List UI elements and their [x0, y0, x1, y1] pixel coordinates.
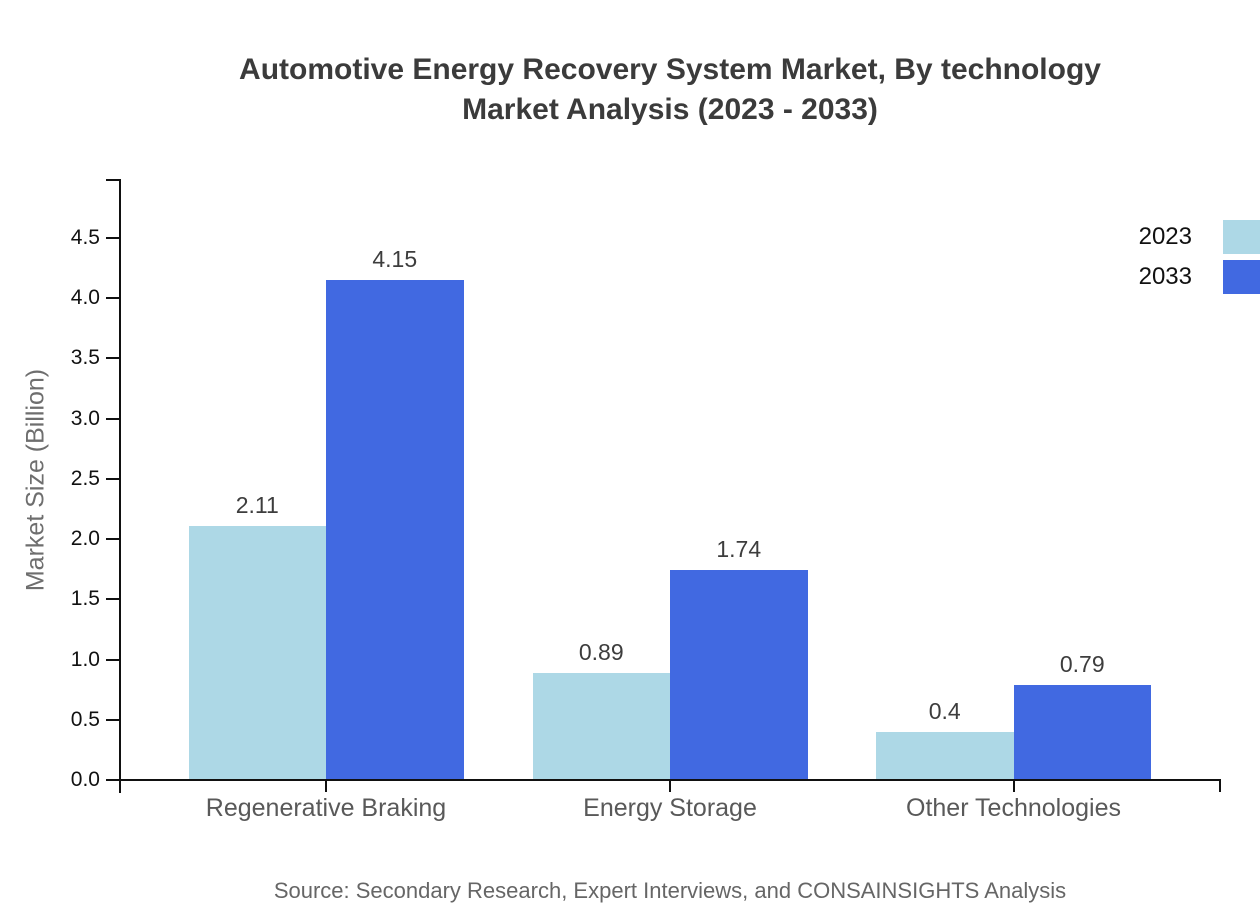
y-tick — [106, 477, 119, 480]
x-tick — [1012, 779, 1015, 792]
bar-2023-2 — [876, 731, 1014, 780]
value-label: 4.15 — [372, 246, 418, 273]
chart-title-line2: Market Analysis (2023 - 2033) — [462, 93, 878, 126]
value-label: 1.74 — [716, 536, 762, 563]
chart-title: Automotive Energy Recovery System Market… — [80, 50, 1260, 130]
source-note: Source: Secondary Research, Expert Inter… — [273, 878, 1067, 903]
y-tick-label: 2.0 — [70, 527, 100, 551]
y-tick — [106, 538, 119, 541]
y-axis-line — [119, 179, 121, 793]
legend-swatch — [1223, 260, 1260, 294]
y-axis-end-tick — [106, 179, 119, 181]
y-tick-label: 0.0 — [70, 768, 100, 791]
bar-2033-2 — [1013, 684, 1151, 780]
y-tick-label: 1.0 — [70, 647, 100, 671]
bar-2023-0 — [188, 525, 326, 780]
value-label: 0.79 — [1059, 650, 1105, 677]
y-tick-label: 4.0 — [70, 286, 100, 310]
y-tick — [106, 718, 119, 721]
y-tick — [106, 658, 119, 661]
value-label: 0.4 — [928, 697, 961, 724]
category-label: Other Technologies — [906, 794, 1121, 822]
y-tick — [106, 417, 119, 420]
y-tick-label: 0.5 — [70, 707, 100, 731]
value-label: 0.89 — [578, 638, 624, 665]
y-tick-label: 2.5 — [70, 466, 100, 490]
x-axis-end-tick — [1219, 779, 1221, 792]
y-tick-label: 1.5 — [70, 587, 100, 611]
legend-swatch — [1223, 220, 1260, 254]
bar-2033-1 — [670, 570, 808, 780]
x-tick — [325, 779, 327, 792]
bar-2023-1 — [532, 672, 670, 780]
category-label: Energy Storage — [583, 794, 757, 822]
y-tick — [106, 779, 119, 781]
y-tick — [106, 237, 119, 240]
category-label: Regenerative Braking — [205, 794, 447, 822]
y-tick — [106, 297, 119, 300]
bar-2033-0 — [326, 280, 464, 780]
x-tick — [669, 779, 671, 792]
y-tick-label: 4.5 — [70, 226, 100, 250]
y-tick-label: 3.0 — [70, 406, 100, 430]
y-tick — [106, 598, 119, 601]
y-tick — [106, 357, 119, 360]
chart-title-line1: Automotive Energy Recovery System Market… — [239, 53, 1101, 86]
legend-label: 2023 — [1138, 223, 1192, 250]
legend-label: 2033 — [1138, 263, 1192, 290]
y-tick-label: 3.5 — [70, 346, 100, 370]
value-label: 2.11 — [235, 491, 279, 518]
